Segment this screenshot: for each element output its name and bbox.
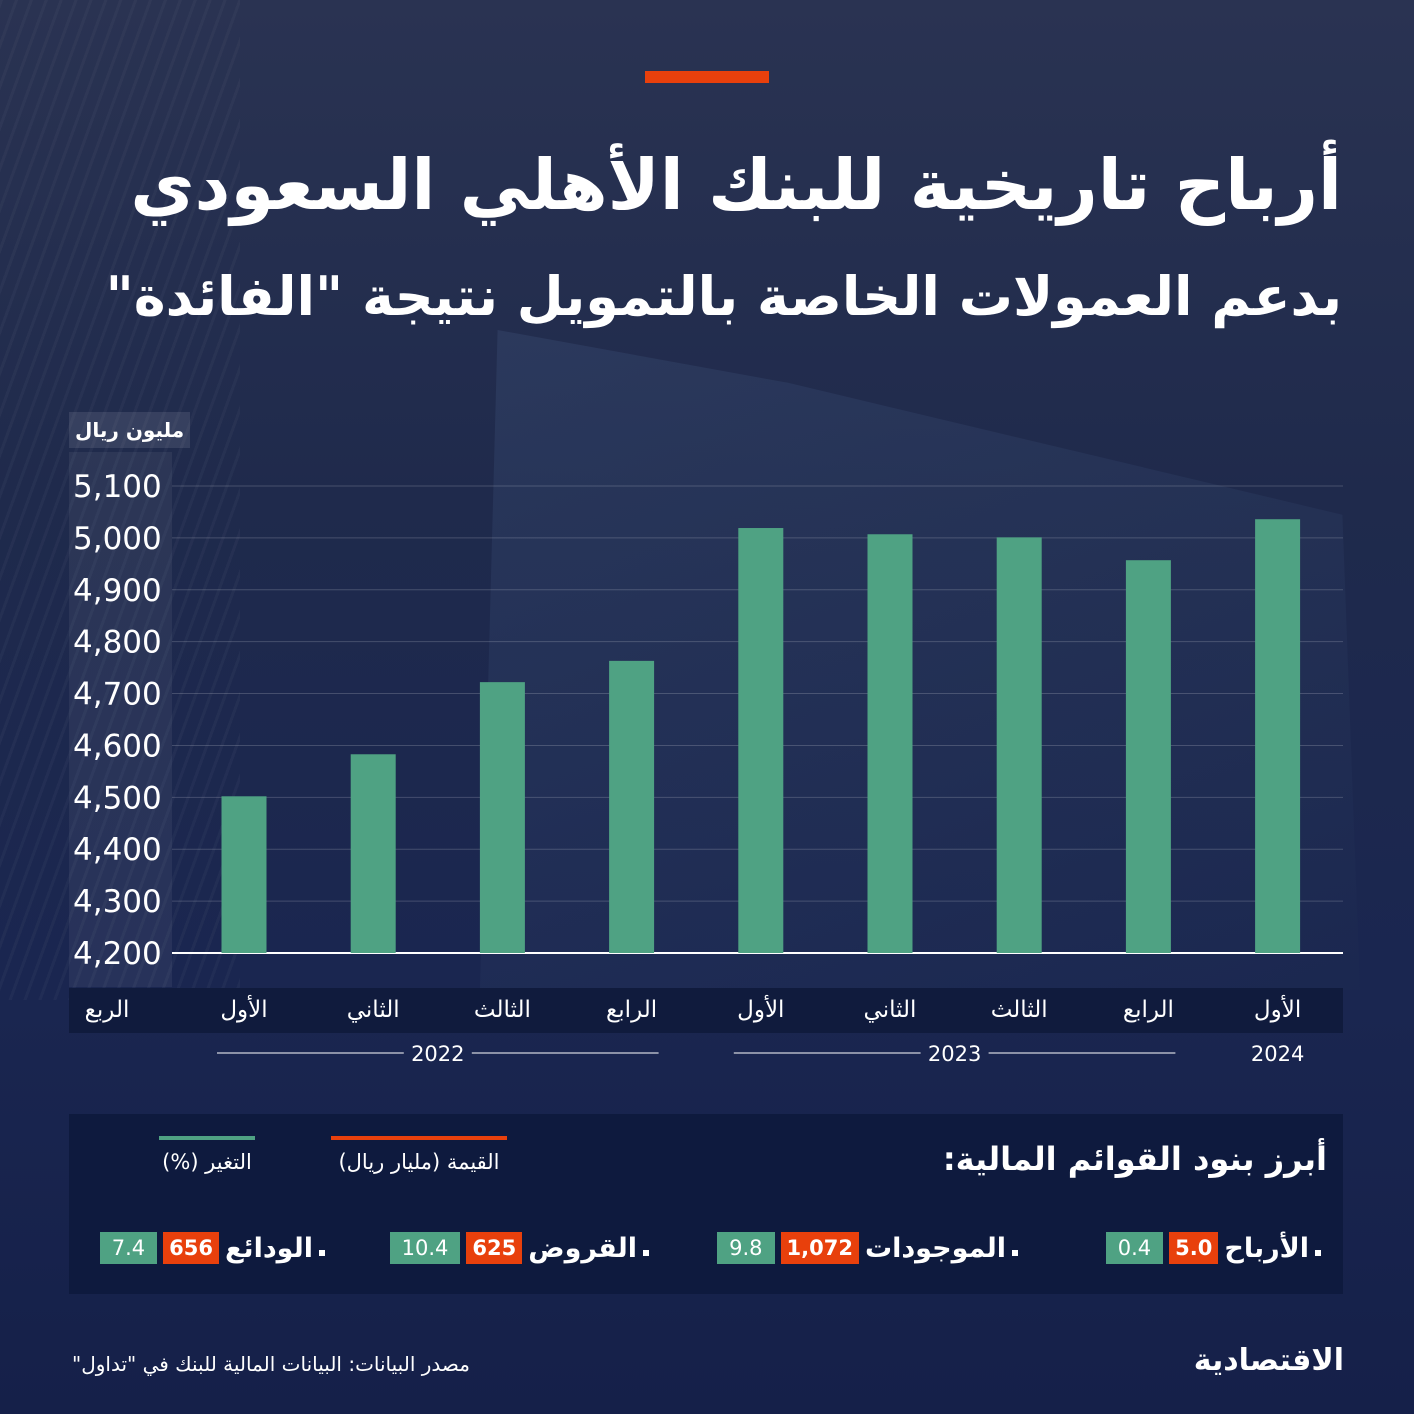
legend-item-deposits: الودائع 656 7.4 (99, 1232, 325, 1264)
y-tick-label: 5,000 (73, 521, 162, 557)
item-change: 0.4 (1105, 1232, 1164, 1264)
bullet-icon (1315, 1250, 1321, 1256)
y-tick-label: 4,700 (73, 677, 162, 713)
y-tick-label: 4,500 (73, 780, 162, 816)
accent-bar (645, 71, 769, 83)
bar (609, 660, 655, 953)
y-tick-label: 5,100 (73, 469, 162, 505)
bar (996, 537, 1042, 953)
item-value: 625 (466, 1232, 523, 1264)
bullet-icon (319, 1250, 325, 1256)
brand-logo: الاقتصادية (1193, 1343, 1345, 1378)
bar-chart: 5,100 5,000 4,900 4,800 4,700 4,600 4,500 4,400… (73, 469, 1304, 1066)
item-value: 656 (163, 1232, 219, 1264)
bar (221, 796, 267, 953)
bar (479, 682, 525, 953)
item-name: الودائع (224, 1232, 313, 1264)
legend-title: أبرز بنود القوائم المالية: (942, 1140, 1327, 1178)
bar (738, 528, 784, 953)
y-tick-label: 4,900 (73, 573, 162, 609)
legend-item-profits: الأرباح 5.0 0.4 (1105, 1232, 1321, 1264)
x-tick-label: الثاني (347, 997, 400, 1023)
bar (350, 754, 396, 953)
x-tick-label: الثالث (991, 997, 1048, 1023)
quarter-axis-label: الربع (85, 997, 130, 1023)
page-subtitle: بدعم العمولات الخاصة بالتمويل نتيجة "الف… (105, 265, 1342, 328)
bar (1255, 519, 1301, 953)
year-label: 2024 (1251, 1042, 1304, 1066)
legend-item-assets: الموجودات 1,072 9.8 (717, 1232, 1018, 1264)
year-label: 2022 (411, 1042, 464, 1066)
item-value: 5.0 (1169, 1232, 1219, 1264)
unit-label: مليون ريال (69, 412, 191, 448)
y-tick-label: 4,300 (73, 884, 162, 920)
item-name: الموجودات (864, 1232, 1006, 1264)
item-value: 1,072 (780, 1232, 859, 1264)
change-key: التغير (%) (159, 1136, 255, 1174)
y-axis-background (69, 452, 172, 987)
x-tick-label: الأول (220, 995, 267, 1023)
item-change: 9.8 (717, 1232, 775, 1264)
quarter-band (69, 988, 1343, 1033)
item-change: 10.4 (389, 1232, 461, 1264)
page-title: أرباح تاريخية للبنك الأهلي السعودي (130, 144, 1342, 226)
legend-item-loans: القروض 625 10.4 (389, 1232, 649, 1264)
financial-items-legend: أبرز بنود القوائم المالية: القيمة (مليار… (69, 1114, 1343, 1294)
bar (867, 534, 913, 953)
x-tick-label: الثاني (864, 997, 917, 1023)
bullet-icon (1012, 1250, 1018, 1256)
x-tick-label: الأول (1254, 995, 1301, 1023)
y-tick-label: 4,800 (73, 625, 162, 661)
year-label: 2023 (928, 1042, 981, 1066)
x-tick-label: الرابع (606, 997, 657, 1023)
item-name: القروض (528, 1232, 637, 1264)
bullet-icon (643, 1250, 649, 1256)
background-building-left (0, 0, 240, 1000)
x-tick-label: الثالث (474, 997, 531, 1023)
y-tick-label: 4,400 (73, 832, 162, 868)
value-key: القيمة (مليار ريال) (331, 1136, 507, 1174)
bar (1125, 560, 1171, 953)
y-tick-label: 4,600 (73, 728, 162, 764)
item-name: الأرباح (1224, 1232, 1309, 1264)
y-tick-label: 4,200 (73, 936, 162, 972)
data-source: مصدر البيانات: البيانات المالية للبنك في… (72, 1352, 470, 1376)
x-tick-label: الأول (737, 995, 784, 1023)
x-tick-label: الرابع (1123, 997, 1174, 1023)
item-change: 7.4 (99, 1232, 158, 1264)
